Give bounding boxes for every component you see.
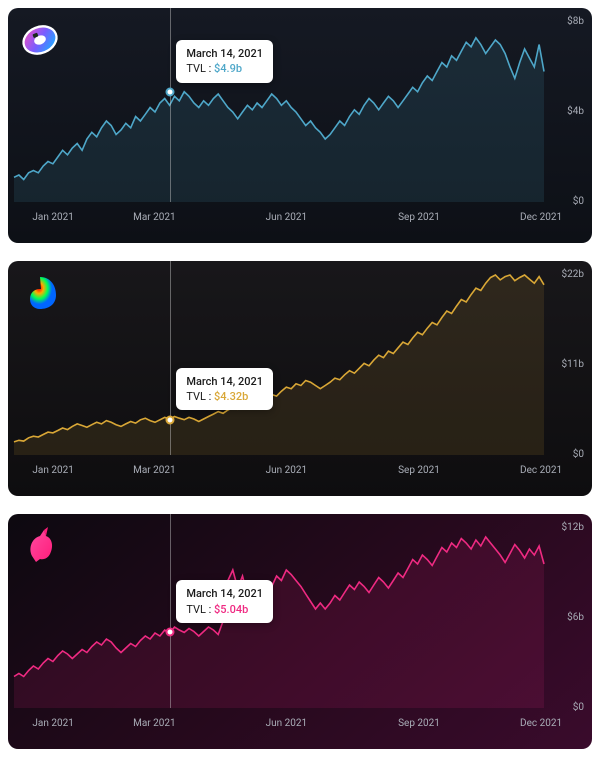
x-axis-label: Dec 2021 [520,212,562,223]
y-axis-label: $11b [562,359,584,370]
crosshair-line [170,514,171,708]
sushi-chart-svg [8,8,592,243]
x-axis-label: Dec 2021 [520,465,562,476]
curve-logo-icon [20,273,60,313]
sushi-logo-icon [20,20,60,60]
y-axis-label: $0 [573,702,584,713]
x-axis-label: Mar 2021 [133,718,176,729]
uniswap-chart-panel: $12b $6b $0 Jan 2021 Mar 2021 Jun 2021 Sep 202… [8,514,592,749]
curve-chart-panel: $22b $11b $0 Jan 2021 Mar 2021 Jun 2021 Sep 20… [8,261,592,496]
y-axis-label: $4b [567,106,584,117]
y-axis-label: $22b [562,269,584,280]
y-axis-label: $0 [573,449,584,460]
x-axis-label: Jun 2021 [266,465,308,476]
x-axis-label: Jun 2021 [266,212,308,223]
x-axis-label: Dec 2021 [520,718,562,729]
curve-chart-svg [8,261,592,496]
y-axis-label: $0 [573,196,584,207]
hover-marker-dot [166,415,175,424]
x-axis-label: Jan 2021 [32,212,73,223]
x-axis-label: Sep 2021 [398,718,440,729]
crosshair-line [170,261,171,455]
uniswap-chart-svg [8,514,592,749]
y-axis-label: $12b [562,522,584,533]
x-axis-label: Mar 2021 [133,212,176,223]
hover-marker-dot [166,628,175,637]
x-axis-label: Sep 2021 [398,212,440,223]
y-axis-label: $6b [567,612,584,623]
x-axis-label: Sep 2021 [398,465,440,476]
y-axis-label: $8b [567,16,584,27]
crosshair-line [170,8,171,202]
x-axis-label: Jan 2021 [32,718,73,729]
x-axis-label: Jun 2021 [266,718,308,729]
hover-marker-dot [166,87,175,96]
sushi-chart-panel: $8b $4b $0 Jan 2021 Mar 2021 Jun 2021 Sep 2021… [8,8,592,243]
x-axis-label: Mar 2021 [133,465,176,476]
uniswap-logo-icon [20,526,60,566]
x-axis-label: Jan 2021 [32,465,73,476]
